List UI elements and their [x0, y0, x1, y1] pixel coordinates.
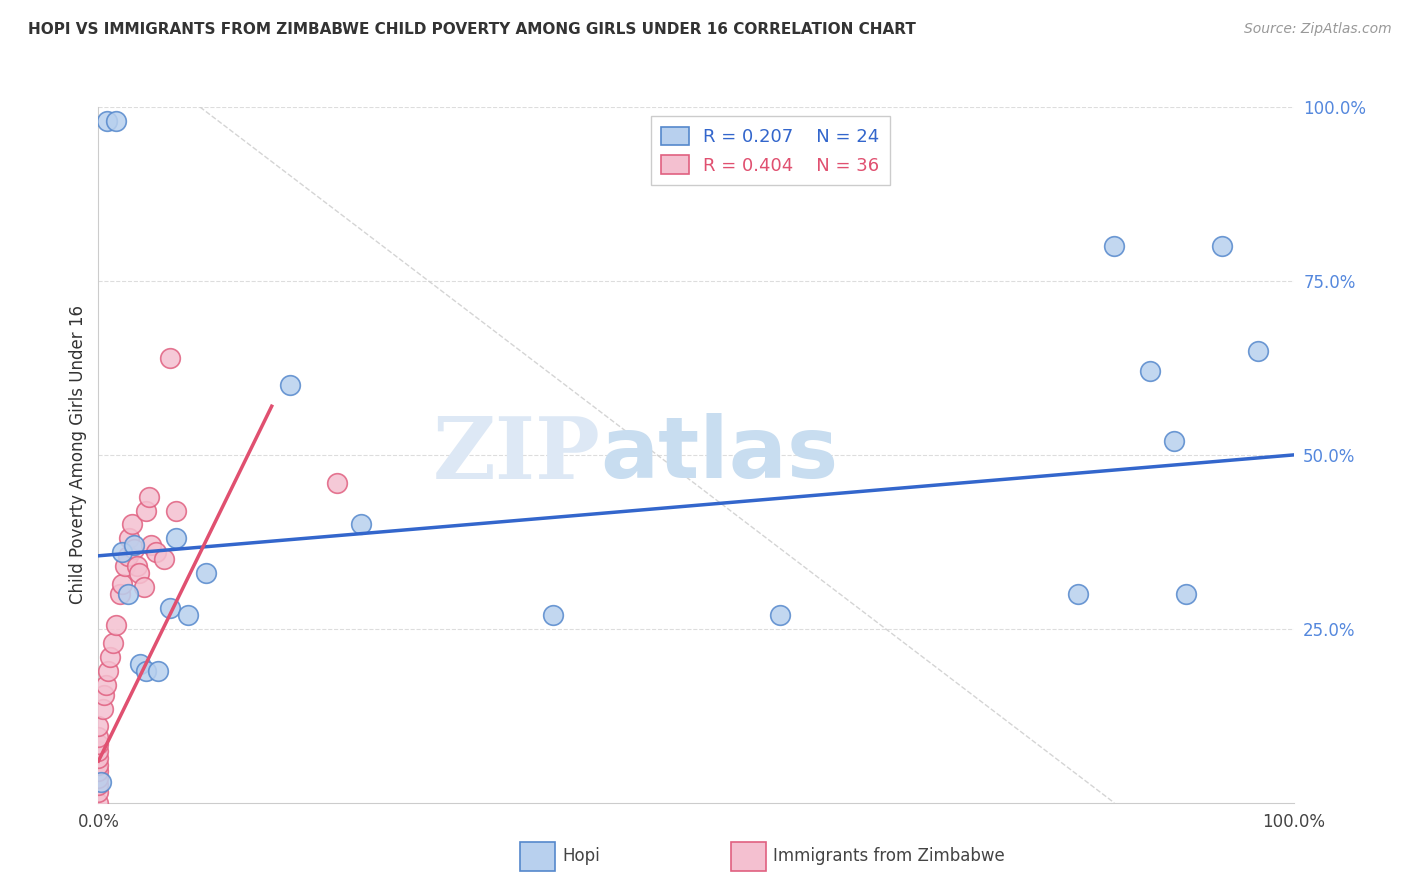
Point	[1139, 364, 1161, 378]
Text: Hopi: Hopi	[562, 847, 600, 865]
Point	[541, 607, 564, 622]
Point	[1211, 239, 1233, 253]
Point	[132, 580, 155, 594]
Point	[124, 541, 146, 556]
Point	[128, 566, 150, 581]
Point	[177, 607, 200, 622]
Point	[87, 772, 110, 786]
FancyBboxPatch shape	[520, 842, 555, 871]
Point	[145, 545, 167, 559]
Point	[118, 532, 141, 546]
Point	[94, 677, 117, 691]
Point	[87, 744, 110, 758]
Point	[350, 517, 373, 532]
Point	[278, 378, 301, 392]
Point	[1246, 343, 1268, 358]
Point	[108, 587, 131, 601]
Point	[129, 657, 152, 671]
Point	[87, 750, 110, 764]
Text: ZIP: ZIP	[433, 413, 600, 497]
Point	[1163, 434, 1185, 448]
Point	[87, 778, 110, 792]
Point	[117, 587, 139, 601]
Point	[87, 730, 110, 744]
Point	[159, 351, 181, 365]
Text: Source: ZipAtlas.com: Source: ZipAtlas.com	[1244, 22, 1392, 37]
Point	[105, 114, 128, 128]
Point	[91, 702, 114, 716]
Point	[97, 664, 120, 678]
Point	[165, 503, 187, 517]
Point	[111, 576, 134, 591]
Point	[1102, 239, 1125, 253]
Point	[124, 538, 146, 552]
Point	[87, 764, 110, 779]
Point	[194, 566, 218, 581]
Point	[159, 601, 181, 615]
Point	[87, 785, 110, 799]
Point	[87, 757, 110, 772]
Point	[1175, 587, 1198, 601]
Point	[114, 559, 136, 574]
Point	[1067, 587, 1090, 601]
Point	[135, 503, 157, 517]
FancyBboxPatch shape	[731, 842, 766, 871]
Text: Immigrants from Zimbabwe: Immigrants from Zimbabwe	[773, 847, 1005, 865]
Text: HOPI VS IMMIGRANTS FROM ZIMBABWE CHILD POVERTY AMONG GIRLS UNDER 16 CORRELATION : HOPI VS IMMIGRANTS FROM ZIMBABWE CHILD P…	[28, 22, 915, 37]
Point	[135, 664, 157, 678]
Y-axis label: Child Poverty Among Girls Under 16: Child Poverty Among Girls Under 16	[69, 305, 87, 605]
Point	[138, 490, 160, 504]
Point	[101, 636, 124, 650]
Point	[165, 532, 187, 546]
Point	[768, 607, 790, 622]
Point	[98, 649, 122, 664]
Point	[111, 545, 134, 559]
Point	[326, 475, 349, 490]
Point	[90, 775, 112, 789]
Point	[139, 538, 162, 552]
Point	[117, 549, 139, 563]
Text: atlas: atlas	[600, 413, 838, 497]
Point	[105, 618, 128, 632]
Point	[87, 796, 110, 810]
Point	[87, 719, 110, 733]
Point	[96, 114, 118, 128]
Point	[93, 688, 115, 702]
Point	[87, 737, 110, 751]
Point	[148, 664, 170, 678]
Point	[125, 559, 148, 574]
Point	[121, 517, 143, 532]
Legend: R = 0.207    N = 24, R = 0.404    N = 36: R = 0.207 N = 24, R = 0.404 N = 36	[651, 116, 890, 186]
Point	[153, 552, 176, 566]
